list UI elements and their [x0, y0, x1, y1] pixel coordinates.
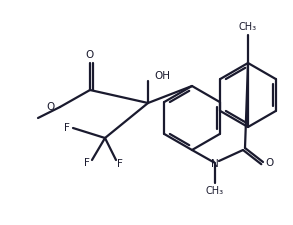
- Text: F: F: [84, 158, 90, 168]
- Text: OH: OH: [154, 71, 170, 81]
- Text: O: O: [86, 50, 94, 60]
- Text: N: N: [211, 159, 219, 169]
- Text: CH₃: CH₃: [239, 22, 257, 32]
- Text: CH₃: CH₃: [206, 186, 224, 196]
- Text: F: F: [117, 159, 123, 169]
- Text: F: F: [64, 123, 70, 133]
- Text: O: O: [266, 158, 274, 168]
- Text: O: O: [47, 102, 55, 112]
